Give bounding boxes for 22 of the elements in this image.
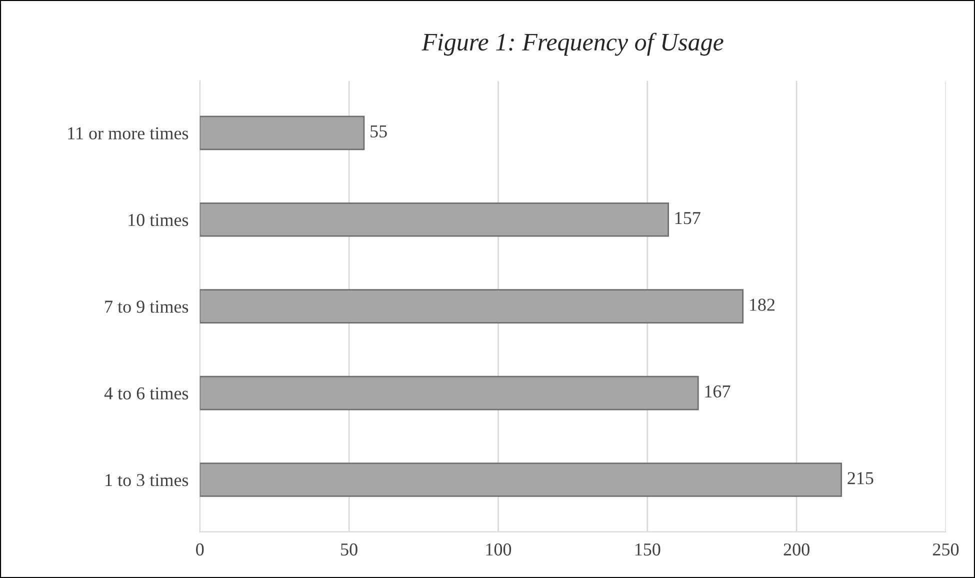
bar — [200, 289, 744, 324]
x-tick-label: 0 — [196, 543, 204, 556]
data-label: 215 — [848, 472, 874, 484]
bar — [200, 462, 842, 497]
data-label: 157 — [675, 212, 700, 224]
y-tick-label: 1 to 3 times — [106, 474, 188, 486]
bar — [200, 376, 699, 410]
bar — [200, 116, 365, 150]
x-tick-label: 150 — [635, 543, 660, 556]
bar — [200, 202, 669, 237]
x-tick-label: 200 — [784, 543, 810, 556]
data-label: 182 — [750, 298, 775, 311]
y-tick-label: 10 times — [128, 214, 188, 226]
x-tick-label: 50 — [341, 543, 358, 556]
y-tick-label: 11 or more times — [68, 127, 188, 140]
y-tick-label: 4 to 6 times — [104, 387, 188, 400]
y-tick-label: 7 to 9 times — [105, 300, 188, 313]
data-label: 167 — [705, 385, 730, 398]
chart-title: Figure 1: Frequency of Usage — [422, 32, 724, 56]
x-tick-label: 100 — [486, 543, 512, 556]
data-label: 55 — [370, 125, 387, 138]
x-tick-label: 250 — [933, 543, 959, 556]
